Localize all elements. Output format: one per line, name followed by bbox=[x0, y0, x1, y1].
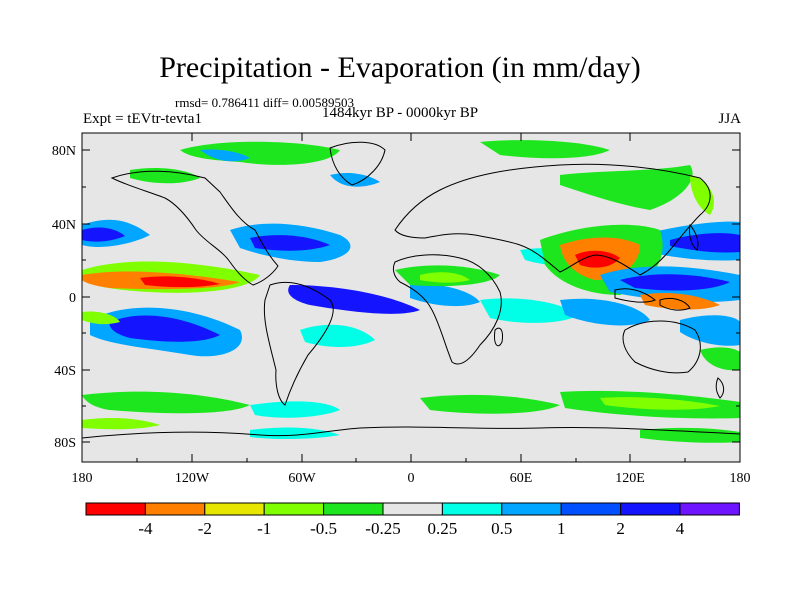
lon-tick-marks bbox=[136, 133, 686, 462]
colorbar-label-9: 4 bbox=[676, 519, 685, 538]
lat-tick-40s: 40S bbox=[54, 364, 76, 379]
colorbar-swatch-9 bbox=[620, 502, 681, 516]
colorbar-label-3: -0.5 bbox=[310, 519, 337, 538]
colorbar-label-6: 0.5 bbox=[491, 519, 512, 538]
period-label: 1484kyr BP - 0000kyr BP bbox=[322, 105, 479, 121]
lat-tick-labels: 80N 40N 0 40S 80S bbox=[52, 144, 76, 451]
colorbar-labels: -4 -2 -1 -0.5 -0.25 0.25 0.5 1 2 4 bbox=[138, 519, 684, 538]
map-title: Precipitation - Evaporation (in mm/day) bbox=[159, 51, 641, 84]
colorbar-swatch-5 bbox=[382, 502, 443, 516]
season-label: JJA bbox=[718, 111, 741, 127]
lon-tick-120e: 120E bbox=[615, 471, 645, 486]
colorbar-label-8: 2 bbox=[616, 519, 625, 538]
colorbar-swatch-0 bbox=[85, 502, 146, 516]
colorbar-label-7: 1 bbox=[557, 519, 566, 538]
lat-tick-marks bbox=[82, 149, 740, 443]
lat-tick-80s: 80S bbox=[54, 436, 76, 451]
lat-tick-80n: 80N bbox=[52, 144, 76, 159]
colorbar-swatch-2 bbox=[204, 502, 265, 516]
colorbar-label-0: -4 bbox=[138, 519, 153, 538]
colorbar-swatch-4 bbox=[323, 502, 384, 516]
colorbar-swatch-8 bbox=[560, 502, 622, 516]
lon-tick-60e: 60E bbox=[510, 471, 533, 486]
lat-tick-40n: 40N bbox=[52, 218, 76, 233]
lon-tick-0: 0 bbox=[408, 471, 415, 486]
colorbar-swatch-6 bbox=[441, 502, 503, 516]
colorbar-label-2: -1 bbox=[257, 519, 271, 538]
lon-tick-180w: 180 bbox=[72, 471, 93, 486]
colorbar-swatch-1 bbox=[144, 502, 206, 516]
lon-tick-120w: 120W bbox=[175, 471, 210, 486]
experiment-label: Expt = tEVtr-tevta1 bbox=[83, 111, 202, 127]
colorbar-swatch-3 bbox=[263, 502, 325, 516]
colorbar-swatch-7 bbox=[501, 502, 562, 516]
lon-tick-180e: 180 bbox=[730, 471, 751, 486]
stats-text: rmsd= 0.786411 diff= 0.00589503 bbox=[175, 95, 354, 110]
coastlines bbox=[82, 141, 740, 439]
colorbar-label-5: 0.25 bbox=[428, 519, 458, 538]
lon-tick-60w: 60W bbox=[288, 471, 316, 486]
lat-tick-0: 0 bbox=[69, 291, 76, 306]
contour-field bbox=[82, 140, 740, 443]
colorbar-label-4: -0.25 bbox=[365, 519, 400, 538]
colorbar-label-1: -2 bbox=[198, 519, 212, 538]
colorbar bbox=[85, 502, 740, 516]
colorbar-swatch-10 bbox=[679, 502, 740, 516]
lon-tick-labels: 180 120W 60W 0 60E 120E 180 bbox=[72, 471, 751, 486]
